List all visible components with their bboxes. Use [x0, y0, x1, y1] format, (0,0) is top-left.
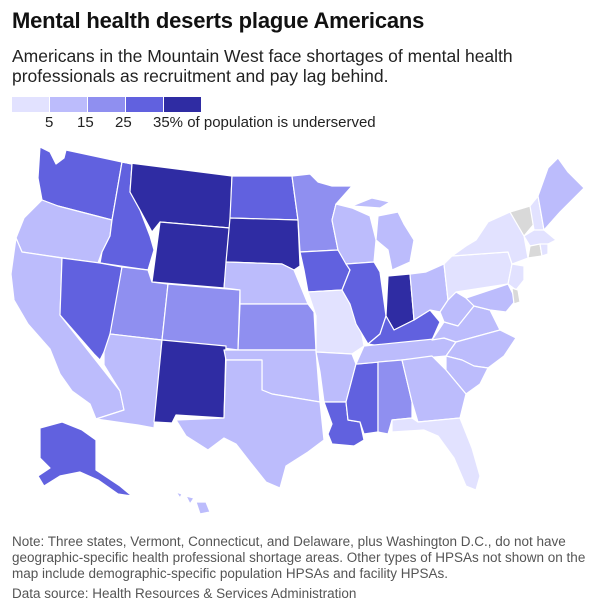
- legend-swatch-4: [164, 97, 201, 112]
- state-md[interactable]: [465, 283, 517, 313]
- state-co[interactable]: [161, 283, 241, 351]
- state-mi[interactable]: [351, 197, 415, 271]
- legend-label-5: 5: [45, 114, 54, 131]
- data-source: Data source: Health Resources & Services…: [12, 586, 357, 601]
- state-or[interactable]: [15, 199, 113, 264]
- state-fl[interactable]: [391, 417, 481, 491]
- state-ri[interactable]: [539, 243, 549, 257]
- state-de[interactable]: [511, 287, 521, 305]
- legend-label-35: 35% of population is underserved: [153, 114, 376, 131]
- state-nj[interactable]: [507, 263, 525, 291]
- state-hi[interactable]: [175, 491, 211, 515]
- state-shapes: [10, 146, 585, 515]
- legend-swatch-0: [12, 97, 49, 112]
- us-choropleth-map: [10, 146, 585, 515]
- map-subtitle: Americans in the Mountain West face shor…: [12, 46, 513, 86]
- state-tx[interactable]: [175, 359, 325, 489]
- legend-swatch-2: [88, 97, 125, 112]
- state-ky[interactable]: [367, 309, 441, 347]
- state-wy[interactable]: [151, 221, 231, 289]
- legend-swatch-1: [50, 97, 87, 112]
- legend-labels: 5 15 25 35% of population is underserved: [12, 112, 376, 132]
- state-nm[interactable]: [153, 339, 227, 424]
- legend-swatch-3: [126, 97, 163, 112]
- state-nd[interactable]: [229, 175, 299, 221]
- legend-swatches: [12, 97, 202, 112]
- state-me[interactable]: [537, 157, 585, 231]
- state-ga[interactable]: [401, 355, 467, 423]
- legend-label-25: 25: [115, 114, 132, 131]
- legend: 5 15 25 35% of population is underserved: [12, 97, 376, 132]
- map-title: Mental health deserts plague Americans: [12, 8, 425, 33]
- state-ks[interactable]: [237, 303, 317, 351]
- state-ak[interactable]: [37, 421, 133, 497]
- legend-label-15: 15: [77, 114, 94, 131]
- footnote: Note: Three states, Vermont, Connecticut…: [12, 534, 586, 581]
